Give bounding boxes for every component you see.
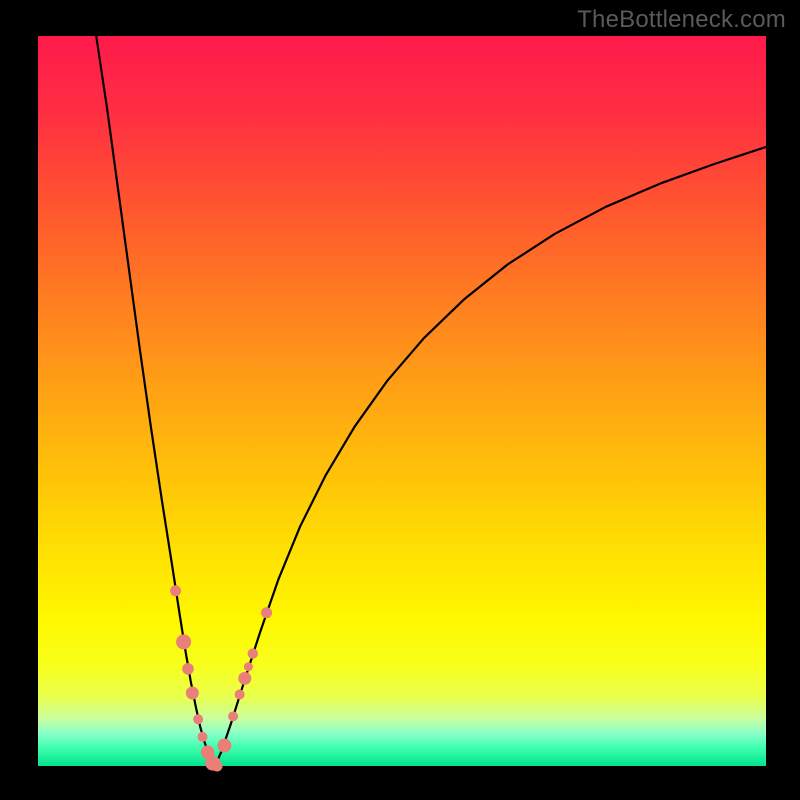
data-marker — [212, 761, 223, 772]
data-marker — [182, 663, 194, 675]
watermark-text: TheBottleneck.com — [577, 6, 786, 34]
bottleneck-chart — [0, 0, 800, 800]
data-marker — [235, 689, 245, 699]
data-marker — [193, 714, 203, 724]
data-marker — [238, 672, 251, 685]
data-marker — [228, 711, 238, 721]
data-marker — [186, 687, 199, 700]
data-marker — [261, 607, 272, 618]
data-marker — [244, 662, 253, 671]
data-marker — [217, 739, 231, 753]
data-marker — [198, 732, 208, 742]
data-marker — [248, 648, 258, 658]
chart-container: TheBottleneck.com — [0, 0, 800, 800]
data-marker — [176, 634, 191, 649]
data-marker — [170, 585, 181, 596]
